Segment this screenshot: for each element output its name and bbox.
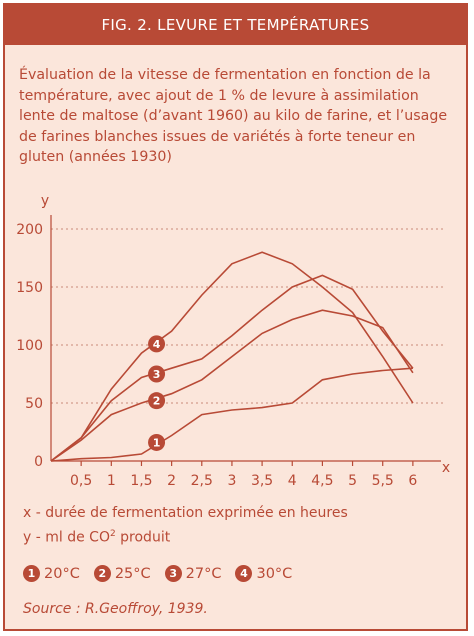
y-axis-label: y — [41, 193, 49, 209]
series-marker-circle — [148, 335, 166, 353]
series-marker-circle — [148, 365, 166, 383]
y-tick-label: 0 — [34, 454, 43, 470]
y-tick-label: 50 — [25, 396, 43, 412]
legend-label: 25°C — [114, 565, 151, 582]
legend-item: 2 25°C — [93, 565, 151, 582]
marker-layer: 1 2 3 4 — [148, 335, 166, 451]
series-marker-label: 3 — [153, 368, 161, 381]
x-tick-label: 3 — [227, 473, 236, 489]
x-tick-label: 5,5 — [372, 473, 394, 489]
x-axis-note: x - durée de fermentation exprimée en he… — [23, 505, 348, 521]
y-note-superscript: 2 — [109, 529, 116, 539]
legend-item: 4 30°C — [235, 565, 292, 582]
figure-header: FIG. 2. LEVURE ET TEMPÉRATURES — [5, 5, 466, 45]
x-tick-label: 6 — [408, 473, 417, 489]
series-line-2 — [50, 309, 414, 462]
series-line-3 — [50, 274, 414, 462]
x-tick-label: 4,5 — [311, 473, 333, 489]
legend-label: 27°C — [185, 565, 222, 582]
legend-badge: 3 — [164, 565, 182, 582]
series-marker-circle — [148, 433, 166, 451]
figure-card: FIG. 2. LEVURE ET TEMPÉRATURES Évaluatio… — [3, 3, 468, 631]
figure-title: FIG. 2. LEVURE ET TEMPÉRATURES — [101, 16, 370, 34]
series-marker-label: 1 — [153, 436, 161, 449]
y-tick-label: 200 — [16, 222, 43, 238]
x-tick-label: 1,5 — [130, 473, 152, 489]
x-tick-label: 2,5 — [191, 473, 213, 489]
legend-badge: 4 — [235, 565, 253, 582]
series-marker-label: 4 — [153, 338, 161, 351]
x-tick-label: 2 — [167, 473, 176, 489]
x-tick-label: 0,5 — [70, 473, 92, 489]
y-axis-note: y - ml de CO2 produit — [23, 524, 463, 549]
legend-badge: 1 — [23, 565, 40, 582]
source-citation: Source : R.Geoffroy, 1939. — [23, 601, 208, 617]
x-tick-label: 5 — [348, 473, 357, 489]
y-tick-label: 150 — [16, 280, 43, 296]
legend-item: 3 27°C — [164, 565, 222, 582]
x-tick-label: 3,5 — [251, 473, 273, 489]
figure-description: Évaluation de la vitesse de fermentation… — [19, 67, 448, 165]
legend-badge: 2 — [93, 565, 111, 582]
series-marker-circle — [148, 392, 166, 410]
grid-layer — [51, 228, 445, 404]
legend: 1 20°C 2 25°C 3 27°C 4 30°C — [23, 565, 292, 582]
legend-item: 1 20°C — [23, 565, 80, 582]
legend-label: 20°C — [44, 565, 80, 582]
x-tick-label: 4 — [288, 473, 297, 489]
x-axis-label: x — [442, 460, 450, 476]
y-note-suffix: produit — [115, 529, 171, 546]
axes-layer: 0 50 100 150 200 y x 0,5 1 1,5 2 2,5 3 3,5 4 4,5 5 5,5 6 — [16, 193, 450, 489]
x-tick-label: 1 — [107, 473, 116, 489]
series-line-4 — [50, 251, 414, 462]
line-chart: 0 50 100 150 200 y x 0,5 1 1,5 2 2,5 3 3,5 4 4,5 5 5,5 6 1… — [16, 193, 450, 489]
axis-notes: x - durée de fermentation exprimée en he… — [23, 503, 463, 549]
legend-label: 30°C — [256, 565, 293, 582]
y-note-prefix: y - ml de CO — [23, 529, 110, 546]
y-tick-label: 100 — [16, 338, 43, 354]
series-layer — [50, 251, 414, 462]
series-line-1 — [50, 367, 413, 462]
series-marker-label: 2 — [153, 395, 161, 408]
